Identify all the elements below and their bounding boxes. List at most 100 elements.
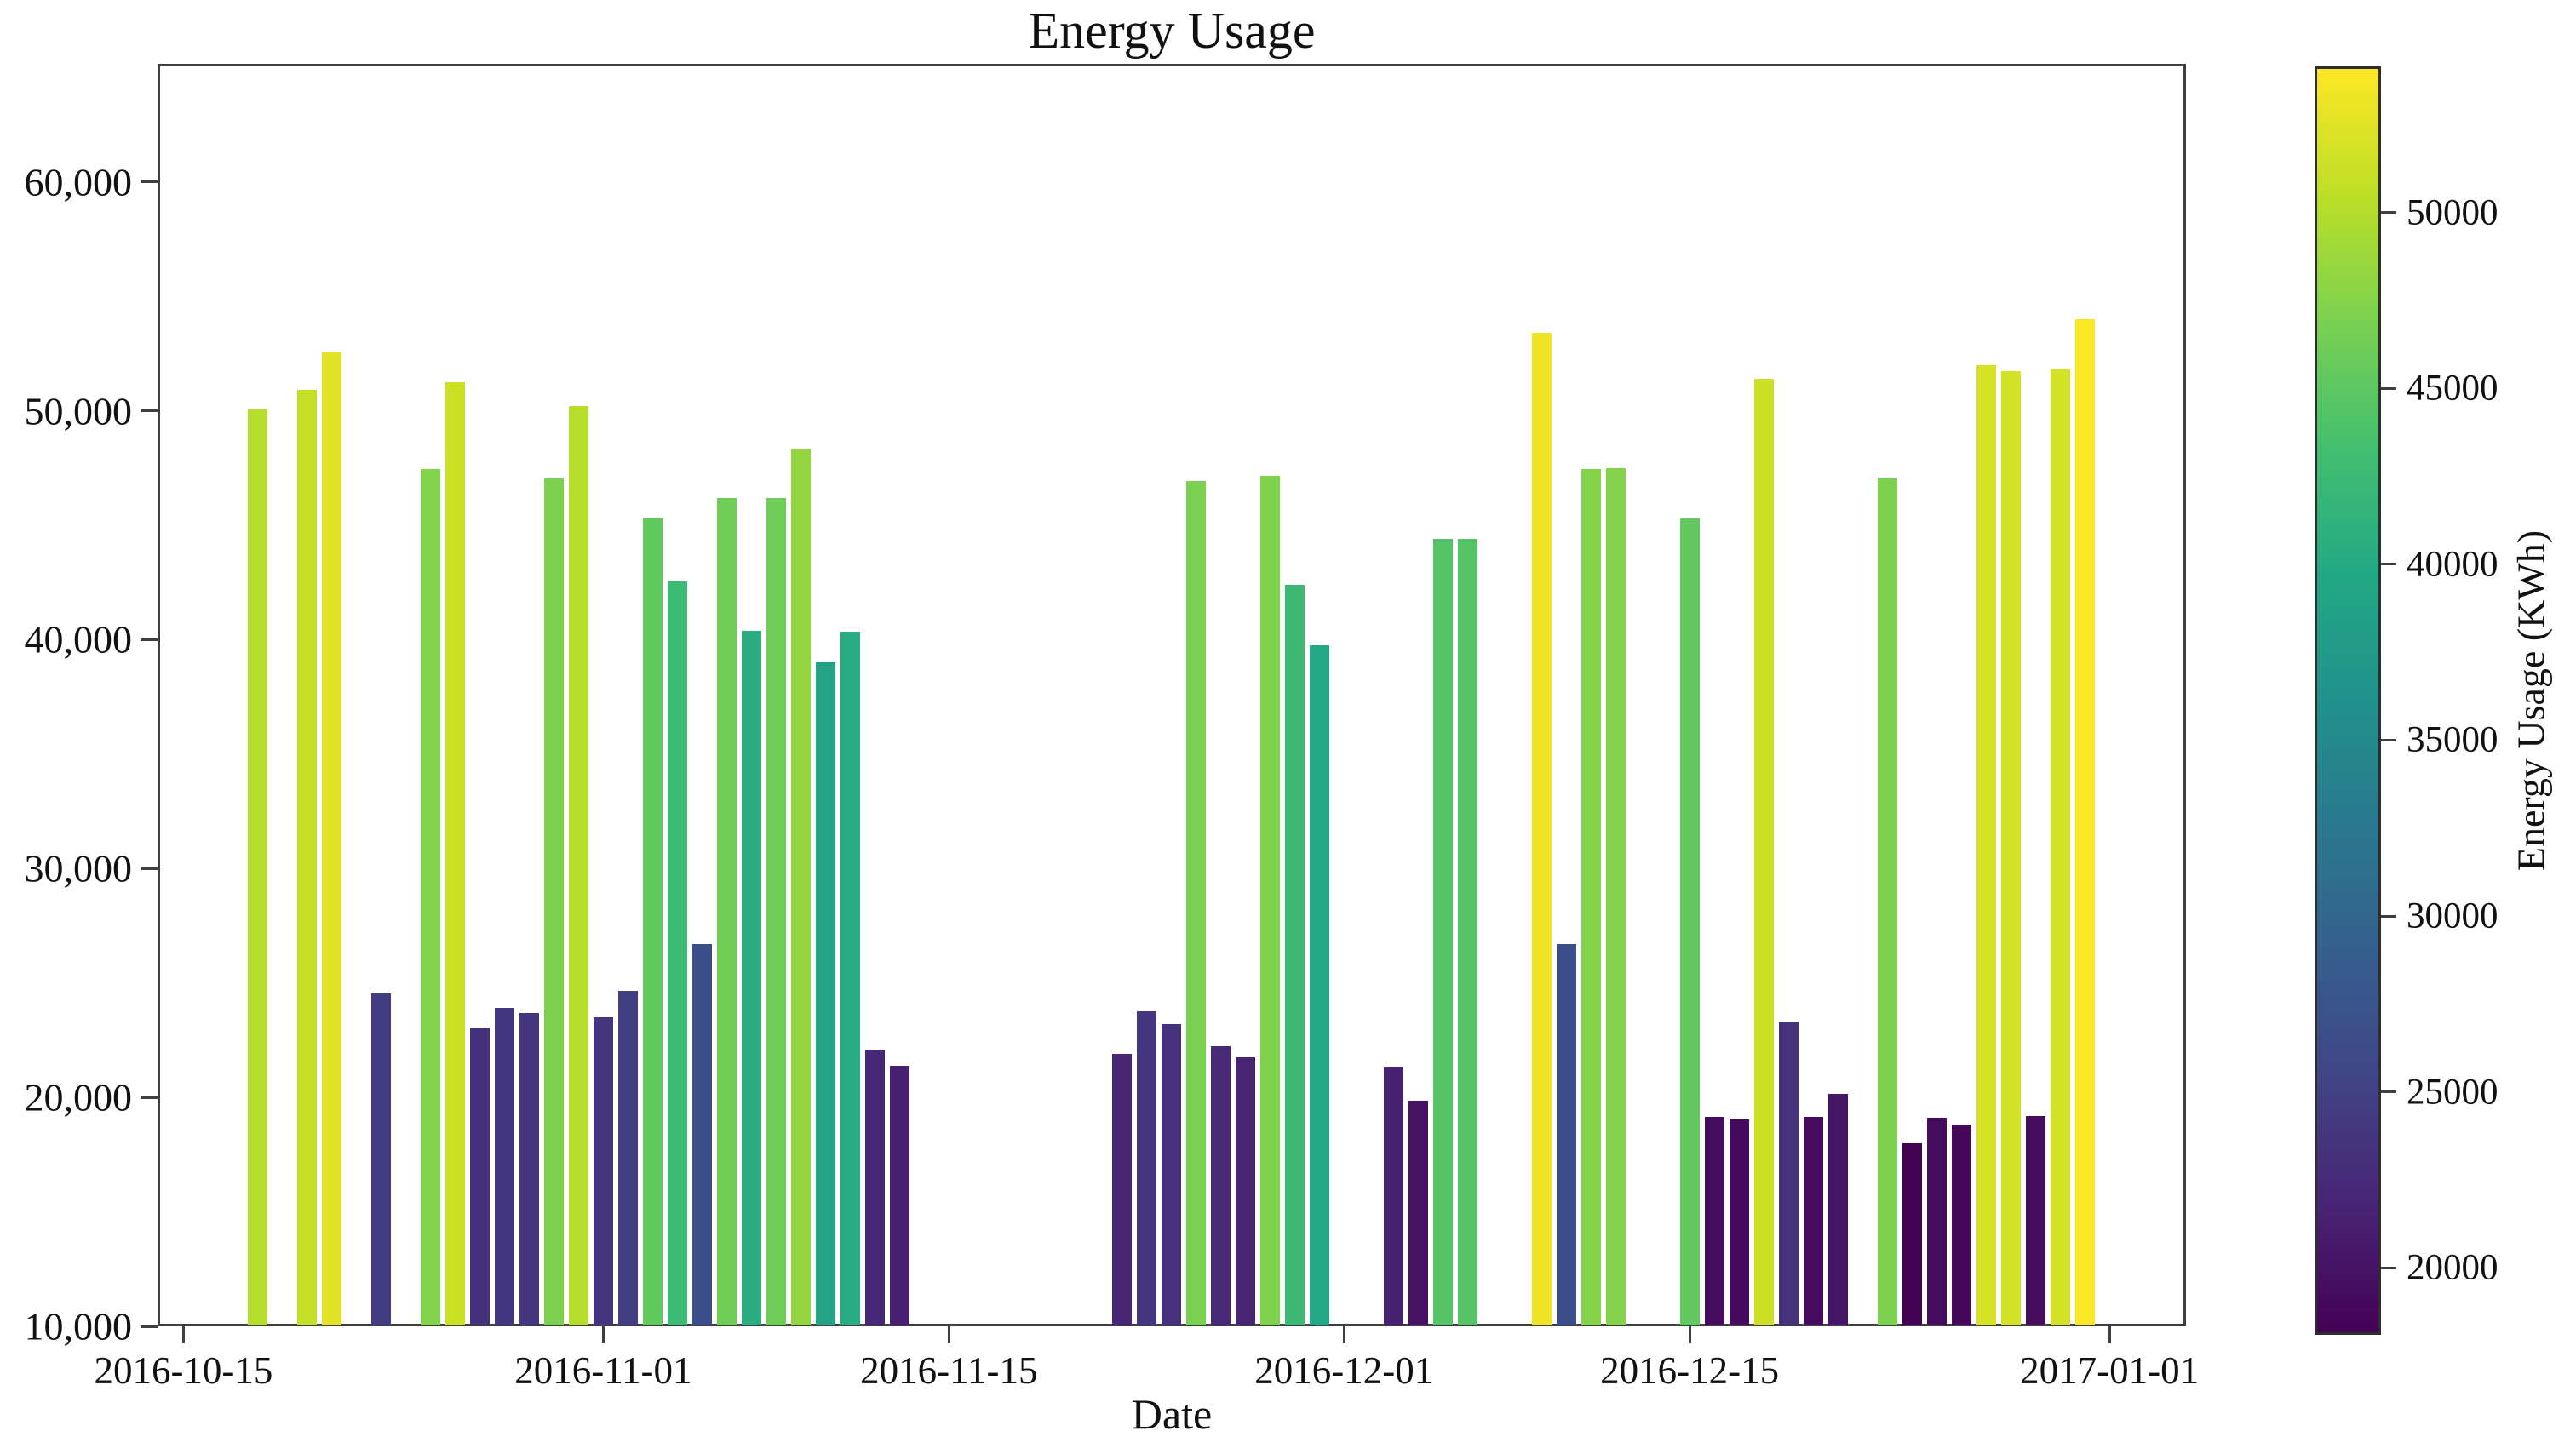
bar-2016-11-04 [667,581,687,1325]
y-tick-label: 50,000 [24,389,133,433]
x-tick-label: 2016-12-01 [1254,1349,1434,1392]
colorbar-tick-label: 25000 [2407,1072,2499,1113]
y-tick-mark [141,180,158,184]
bar-2016-10-27 [469,1028,490,1325]
bar-2016-12-06 [1457,539,1477,1325]
bar-2016-11-05 [691,944,712,1325]
bar-2016-12-04 [1408,1101,1428,1325]
bar-2016-10-21 [321,352,341,1325]
colorbar-tick-label: 45000 [2407,368,2499,409]
colorbar-tick-mark [2381,1266,2396,1269]
bar-2016-12-15 [1679,518,1700,1325]
bar-2016-12-16 [1704,1117,1724,1325]
bar-2016-12-11 [1581,469,1601,1325]
bar-2016-11-23 [1136,1011,1156,1325]
bar-2016-12-12 [1605,467,1626,1325]
bar-2016-12-17 [1729,1119,1749,1325]
x-tick-label: 2017-01-01 [2020,1349,2200,1392]
colorbar-gradient [2315,66,2381,1335]
x-tick-label: 2016-10-15 [94,1349,273,1392]
bar-2016-12-31 [2074,319,2095,1325]
bar-2016-11-11 [840,632,860,1325]
bar-2016-11-30 [1309,645,1329,1325]
x-tick-label: 2016-12-15 [1600,1349,1780,1392]
x-axis-label: Date [1131,1390,1213,1438]
bar-2016-11-08 [766,497,786,1325]
y-tick-mark [141,409,158,413]
y-tick-label: 60,000 [24,160,133,204]
x-tick-mark [1342,1326,1345,1343]
bar-2016-12-19 [1778,1022,1799,1325]
bar-2016-12-26 [1951,1125,1971,1325]
bar-2016-11-28 [1259,476,1280,1325]
chart-title: Energy Usage [1028,3,1316,59]
bar-2016-10-26 [445,382,465,1325]
bar-2016-12-29 [2025,1115,2045,1325]
bar-2016-12-23 [1877,478,1897,1325]
bar-2016-10-30 [543,478,564,1325]
bar-2016-11-06 [716,497,737,1325]
colorbar-tick-label: 35000 [2407,719,2499,760]
y-tick-label: 30,000 [24,846,133,890]
bar-2016-10-18 [247,408,267,1325]
y-tick-mark [141,638,158,641]
bar-2016-12-03 [1383,1066,1403,1325]
bar-2016-11-12 [864,1049,885,1325]
x-tick-mark [601,1326,605,1343]
bar-2016-11-24 [1161,1024,1181,1325]
x-tick-mark [947,1326,950,1343]
colorbar-tick-label: 20000 [2407,1247,2499,1288]
y-tick-label: 10,000 [24,1304,133,1348]
bar-2016-11-13 [889,1065,909,1325]
bar-2016-11-29 [1284,584,1305,1325]
bar-2016-11-01 [593,1017,613,1325]
colorbar-tick-mark [2381,386,2396,390]
bar-2016-10-29 [519,1012,539,1325]
x-tick-mark [2108,1326,2111,1343]
bar-2016-12-18 [1753,378,1774,1325]
bar-2016-10-20 [296,390,317,1325]
bar-2016-10-31 [568,406,588,1325]
bar-2016-11-07 [741,630,761,1325]
bar-2016-10-28 [494,1008,514,1325]
bar-2016-12-25 [1926,1118,1947,1325]
colorbar-tick-mark [2381,1090,2396,1094]
bar-2016-12-27 [1976,364,1996,1325]
bar-2016-12-20 [1803,1117,1823,1325]
bar-2016-12-10 [1556,944,1576,1325]
x-tick-mark [1688,1326,1691,1343]
colorbar-tick-label: 50000 [2407,192,2499,233]
colorbar-tick-mark [2381,914,2396,918]
colorbar-tick-label: 30000 [2407,896,2499,936]
bar-2016-12-09 [1531,333,1552,1325]
x-tick-label: 2016-11-01 [514,1349,692,1392]
colorbar-tick-label: 40000 [2407,544,2499,585]
bar-2016-12-05 [1432,539,1453,1325]
x-tick-label: 2016-11-15 [860,1349,1038,1392]
bar-2016-12-21 [1827,1094,1848,1325]
colorbar-tick-mark [2381,563,2396,566]
y-tick-label: 40,000 [24,617,133,661]
bar-2016-12-28 [2000,370,2021,1325]
bar-2016-11-22 [1111,1054,1132,1325]
x-tick-mark [181,1326,185,1343]
bar-2016-11-25 [1185,480,1206,1325]
colorbar-tick-mark [2381,738,2396,741]
bar-2016-11-03 [642,517,663,1325]
y-tick-label: 20,000 [24,1075,133,1119]
bar-2016-11-02 [617,991,638,1325]
bar-2016-10-23 [370,993,391,1325]
y-tick-mark [141,1325,158,1328]
y-tick-mark [141,867,158,870]
bar-2016-11-26 [1210,1045,1231,1325]
bar-2016-12-30 [2050,369,2070,1325]
bar-2016-10-25 [420,469,440,1325]
bar-2016-11-10 [815,662,835,1325]
colorbar-tick-mark [2381,211,2396,215]
y-tick-mark [141,1096,158,1099]
colorbar-label: Energy Usage (KWh) [2509,530,2553,872]
bar-2016-12-24 [1902,1142,1922,1325]
